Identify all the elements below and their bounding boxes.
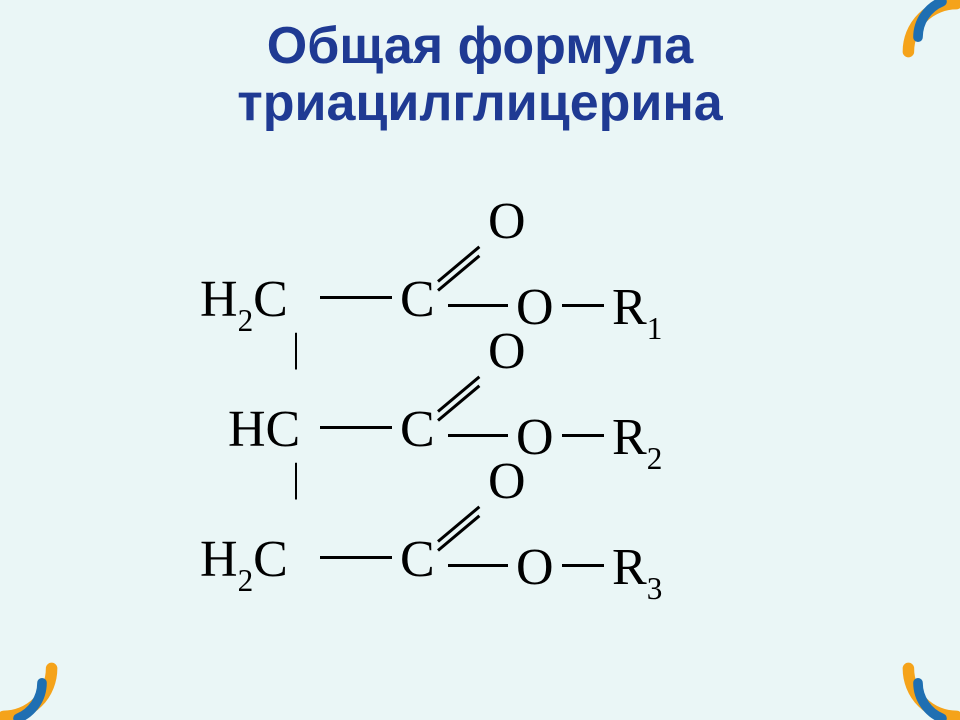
single-bond-6 — [320, 556, 392, 559]
atom-c3: C — [400, 530, 435, 589]
corner-ornament-bottom-right — [870, 630, 960, 720]
atom-r1: R1 — [612, 278, 662, 343]
atom-c1: C — [400, 270, 435, 329]
single-bond-4 — [448, 434, 508, 437]
double-bond-2-0 — [437, 505, 480, 542]
slide-title: Общая формула триацилглицерина — [0, 18, 960, 132]
title-line-2: триацилглицерина — [0, 75, 960, 132]
double-bond-1-0 — [437, 375, 480, 412]
single-bond-2 — [562, 304, 604, 307]
atom-o3s: O — [516, 538, 554, 597]
double-bond-1-1 — [437, 384, 480, 421]
atom-r2: R2 — [612, 408, 662, 473]
vertical-bond-0: | — [292, 328, 300, 368]
slide-stage: Общая формула триацилглицерина H2CCOOR1H… — [0, 0, 960, 720]
atom-hc: HC — [228, 400, 300, 459]
vertical-bond-1: | — [292, 458, 300, 498]
atom-h2c3: H2C — [200, 530, 288, 595]
atom-o1d: O — [488, 192, 526, 251]
double-bond-2-1 — [437, 514, 480, 551]
single-bond-7 — [448, 564, 508, 567]
double-bond-0-1 — [437, 254, 480, 291]
atom-o2d: O — [488, 322, 526, 381]
single-bond-3 — [320, 426, 392, 429]
double-bond-0-0 — [437, 245, 480, 282]
single-bond-8 — [562, 564, 604, 567]
atom-c2: C — [400, 400, 435, 459]
atom-o3d: O — [488, 452, 526, 511]
atom-r3: R3 — [612, 538, 662, 603]
single-bond-5 — [562, 434, 604, 437]
title-line-1: Общая формула — [0, 18, 960, 75]
single-bond-0 — [320, 296, 392, 299]
single-bond-1 — [448, 304, 508, 307]
corner-ornament-bottom-left — [0, 630, 90, 720]
atom-h2c1: H2C — [200, 270, 288, 335]
